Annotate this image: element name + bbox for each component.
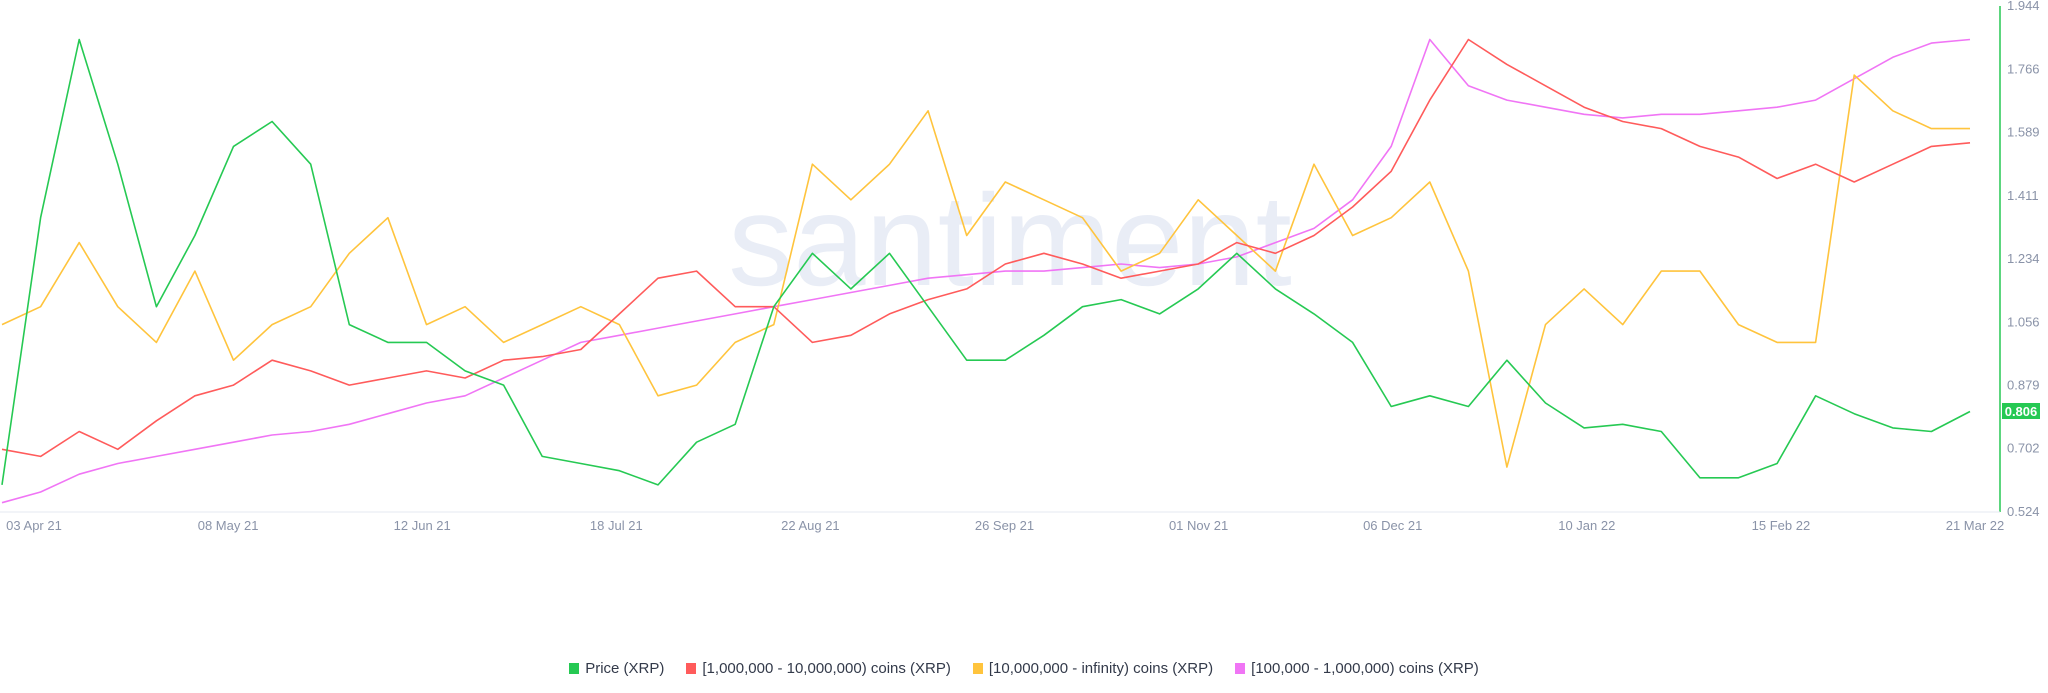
y-tick-label: 1.589 xyxy=(2007,125,2040,140)
legend-swatch xyxy=(972,663,983,674)
legend-swatch xyxy=(569,663,580,674)
y-tick-label: 1.056 xyxy=(2007,314,2040,329)
x-tick-label: 12 Jun 21 xyxy=(394,518,451,533)
x-axis-ticks: 03 Apr 21 08 May 21 12 Jun 21 18 Jul 21 22 A… xyxy=(6,518,2004,533)
series-lines xyxy=(1,38,1971,504)
legend-label: [100,000 - 1,000,000) coins (XRP) xyxy=(1251,660,1479,677)
x-tick-label: 01 Nov 21 xyxy=(1169,518,1228,533)
series-line-1 xyxy=(1,38,1971,458)
x-tick-label: 22 Aug 21 xyxy=(781,518,840,533)
legend-swatch xyxy=(1235,663,1246,674)
x-tick-label: 03 Apr 21 xyxy=(6,518,62,533)
x-tick-label: 18 Jul 21 xyxy=(590,518,643,533)
series-line-0 xyxy=(1,38,1971,486)
legend-label: [1,000,000 - 10,000,000) coins (XRP) xyxy=(702,660,951,677)
legend-label: [10,000,000 - infinity) coins (XRP) xyxy=(988,660,1214,677)
legend: Price (XRP) [1,000,000 - 10,000,000) coi… xyxy=(0,660,2048,677)
series-line-2 xyxy=(1,74,1970,468)
x-tick-label: 10 Jan 22 xyxy=(1558,518,1615,533)
legend-item-price[interactable]: Price (XRP) xyxy=(569,660,664,677)
x-tick-label: 26 Sep 21 xyxy=(975,518,1034,533)
x-tick-label: 08 May 21 xyxy=(198,518,259,533)
x-tick-label: 06 Dec 21 xyxy=(1363,518,1422,533)
watermark: santiment xyxy=(728,167,1292,313)
legend-swatch xyxy=(686,663,697,674)
y-tick-label: 1.234 xyxy=(2007,251,2040,266)
y-tick-label: 1.766 xyxy=(2007,61,2040,76)
y-axis-ticks: 1.944 1.766 1.589 1.411 1.234 1.056 0.879 0.702… xyxy=(2007,0,2040,519)
y-tick-label: 0.524 xyxy=(2007,504,2040,519)
y-tick-label: 1.944 xyxy=(2007,0,2040,13)
legend-item-1m-10m[interactable]: [1,000,000 - 10,000,000) coins (XRP) xyxy=(686,660,951,677)
y-tick-label: 0.879 xyxy=(2007,378,2040,393)
legend-item-100k-1m[interactable]: [100,000 - 1,000,000) coins (XRP) xyxy=(1235,660,1479,677)
legend-label: Price (XRP) xyxy=(585,660,665,677)
y-tick-label: 1.411 xyxy=(2007,188,2039,203)
y-tick-label: 0.702 xyxy=(2007,441,2040,456)
x-tick-label: 15 Feb 22 xyxy=(1752,518,1811,533)
current-price-badge: 0.806 xyxy=(2002,403,2040,419)
svg-text:0.806: 0.806 xyxy=(2005,404,2038,419)
series-line-3 xyxy=(1,38,1971,504)
legend-item-10m-inf[interactable]: [10,000,000 - infinity) coins (XRP) xyxy=(972,660,1214,677)
x-tick-label: 21 Mar 22 xyxy=(1946,518,2005,533)
